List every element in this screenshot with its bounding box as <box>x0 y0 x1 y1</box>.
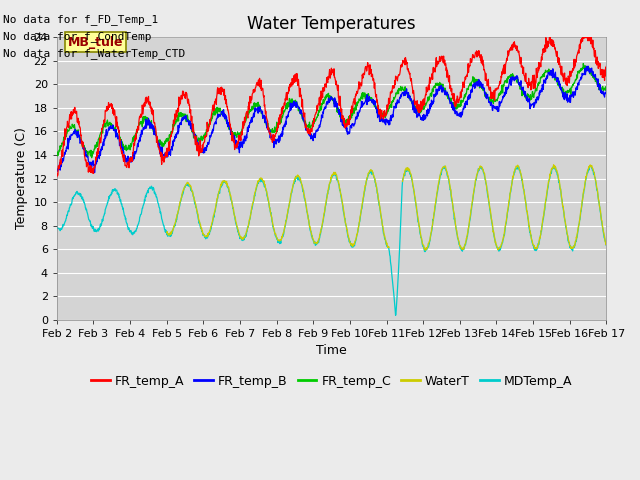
Legend: FR_temp_A, FR_temp_B, FR_temp_C, WaterT, MDTemp_A: FR_temp_A, FR_temp_B, FR_temp_C, WaterT,… <box>86 370 577 393</box>
Text: No data for f_FD_Temp_1: No data for f_FD_Temp_1 <box>3 14 159 25</box>
X-axis label: Time: Time <box>316 344 347 357</box>
Text: No data for f_WaterTemp_CTD: No data for f_WaterTemp_CTD <box>3 48 186 59</box>
Title: Water Temperatures: Water Temperatures <box>247 15 416 33</box>
Text: No data for f_CondTemp: No data for f_CondTemp <box>3 31 152 42</box>
Y-axis label: Temperature (C): Temperature (C) <box>15 128 28 229</box>
Text: MB_tule: MB_tule <box>68 36 124 48</box>
